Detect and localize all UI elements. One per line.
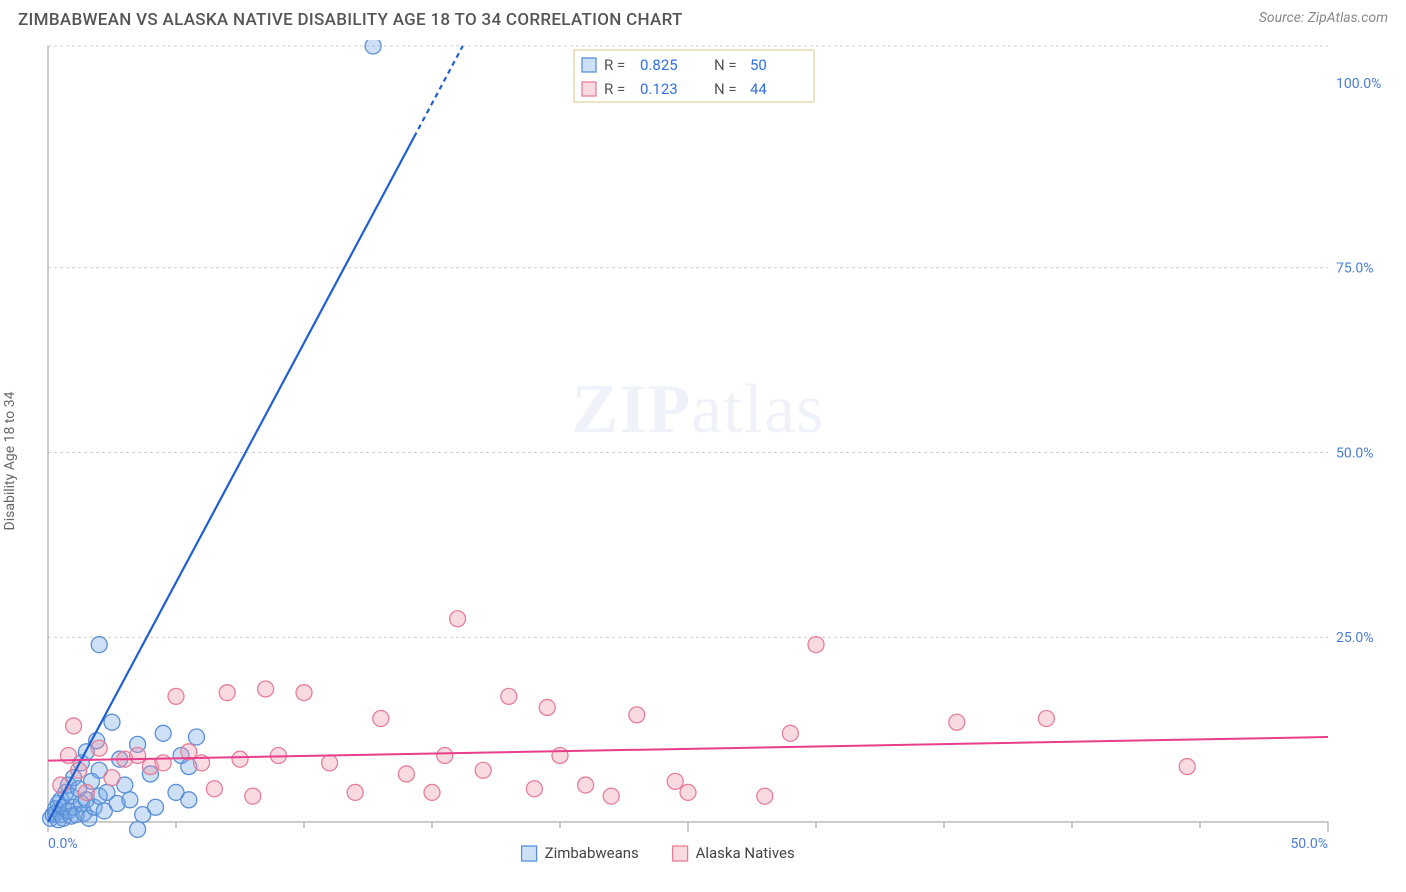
data-point	[757, 788, 773, 804]
data-point	[155, 755, 171, 771]
data-point	[526, 781, 542, 797]
y-tick-label: 25.0%	[1336, 630, 1374, 646]
stats-n-label: N =	[714, 56, 737, 74]
source-label: Source: ZipAtlas.com	[1259, 10, 1388, 26]
data-point	[373, 711, 389, 727]
legend-swatch	[673, 846, 688, 861]
legend-swatch	[582, 58, 596, 72]
data-point	[53, 777, 69, 793]
data-point	[104, 714, 120, 730]
data-point	[667, 773, 683, 789]
data-point	[91, 740, 107, 756]
data-point	[808, 637, 824, 653]
data-point	[1179, 759, 1195, 775]
stats-n-value: 50	[750, 56, 767, 74]
data-point	[168, 688, 184, 704]
chart-container: Disability Age 18 to 34 25.0%50.0%75.0%1…	[18, 40, 1388, 882]
trend-line	[414, 46, 463, 137]
data-point	[398, 766, 414, 782]
data-point	[104, 770, 120, 786]
y-tick-label: 75.0%	[1336, 261, 1374, 277]
data-point	[91, 637, 107, 653]
data-point	[78, 784, 94, 800]
data-point	[501, 688, 517, 704]
data-point	[539, 699, 555, 715]
data-point	[206, 781, 222, 797]
y-tick-label: 100.0%	[1336, 76, 1381, 92]
legend-label: Zimbabweans	[545, 844, 639, 862]
data-point	[347, 784, 363, 800]
data-point	[155, 725, 171, 741]
data-point	[552, 747, 568, 763]
stats-r-value: 0.825	[640, 56, 678, 74]
data-point	[130, 747, 146, 763]
legend-swatch	[582, 82, 596, 96]
data-point	[629, 707, 645, 723]
data-point	[475, 762, 491, 778]
data-point	[258, 681, 274, 697]
y-axis-label: Disability Age 18 to 34	[2, 392, 18, 531]
x-tick-label: 0.0%	[48, 836, 78, 852]
data-point	[130, 821, 146, 837]
data-point	[188, 729, 204, 745]
data-point	[148, 799, 164, 815]
trend-line	[48, 737, 1328, 761]
stats-n-label: N =	[714, 80, 737, 98]
scatter-chart: 25.0% 50.0% 75.0% 100.0% 0.0% 50.0% R = 0.825 N …	[18, 40, 1388, 882]
data-point	[181, 792, 197, 808]
data-point	[322, 755, 338, 771]
data-point	[782, 725, 798, 741]
stats-r-label: R =	[604, 80, 625, 98]
data-point	[232, 751, 248, 767]
data-point	[365, 40, 381, 54]
stats-r-value: 0.123	[640, 80, 678, 98]
data-point	[245, 788, 261, 804]
chart-title: ZIMBABWEAN VS ALASKA NATIVE DISABILITY A…	[18, 10, 683, 30]
data-point	[437, 747, 453, 763]
stats-r-label: R =	[604, 56, 625, 74]
data-point	[122, 792, 138, 808]
data-point	[578, 777, 594, 793]
data-point	[603, 788, 619, 804]
stats-n-value: 44	[750, 80, 767, 98]
data-point	[450, 611, 466, 627]
data-point	[949, 714, 965, 730]
y-tick-label: 50.0%	[1336, 445, 1374, 461]
legend-label: Alaska Natives	[696, 844, 795, 862]
data-point	[219, 685, 235, 701]
x-tick-label: 50.0%	[1290, 836, 1328, 852]
data-point	[680, 784, 696, 800]
legend-swatch	[522, 846, 537, 861]
data-point	[424, 784, 440, 800]
trend-line	[48, 137, 414, 822]
data-point	[1038, 711, 1054, 727]
data-point	[296, 685, 312, 701]
data-point	[66, 718, 82, 734]
